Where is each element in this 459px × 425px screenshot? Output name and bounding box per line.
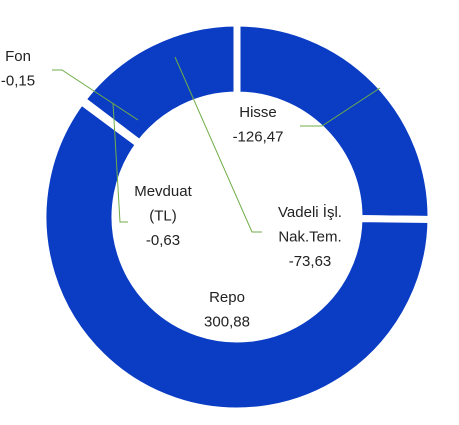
slice: [233, 19, 435, 224]
value-label: -0,15: [1, 72, 35, 89]
slice: [77, 19, 241, 149]
value-label: -126,47: [233, 128, 284, 145]
leader-line: [300, 87, 381, 127]
category-label: Hisse: [239, 104, 277, 121]
leader-line: [174, 56, 262, 233]
value-label: 300,88: [204, 313, 250, 330]
category-label: Repo: [209, 289, 245, 306]
category-label: Fon: [5, 48, 31, 65]
leader-line: [112, 102, 128, 223]
category-label: Nak.Tem.: [278, 228, 341, 245]
category-label: Vadeli İşl.: [278, 203, 342, 221]
category-label: (TL): [149, 207, 177, 224]
value-label: -73,63: [289, 253, 332, 270]
labels: Hisse -126,47 Repo 300,88 Mevduat (TL) -0,63 Fo…: [1, 48, 342, 331]
category-label: Mevduat: [134, 183, 192, 200]
slice: [39, 96, 435, 415]
slices: [39, 19, 435, 415]
value-label: -0,63: [146, 232, 180, 249]
